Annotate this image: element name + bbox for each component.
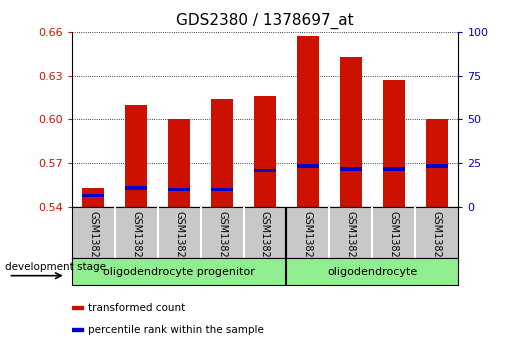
Bar bbox=[383, 167, 405, 171]
Bar bbox=[383, 80, 405, 207]
Bar bbox=[254, 96, 276, 207]
Text: oligodendrocyte: oligodendrocyte bbox=[328, 267, 418, 277]
Bar bbox=[82, 188, 104, 207]
Bar bbox=[82, 194, 104, 197]
Bar bbox=[254, 169, 276, 172]
Title: GDS2380 / 1378697_at: GDS2380 / 1378697_at bbox=[176, 13, 354, 29]
Text: transformed count: transformed count bbox=[87, 303, 185, 313]
Text: percentile rank within the sample: percentile rank within the sample bbox=[87, 325, 263, 335]
Bar bbox=[211, 99, 233, 207]
Text: GSM138285: GSM138285 bbox=[303, 211, 313, 270]
Text: GSM138282: GSM138282 bbox=[174, 211, 184, 270]
Bar bbox=[169, 188, 190, 192]
Bar bbox=[211, 188, 233, 192]
Text: GSM138286: GSM138286 bbox=[346, 211, 356, 270]
Text: GSM138288: GSM138288 bbox=[432, 211, 442, 270]
Bar bbox=[426, 120, 448, 207]
Text: GSM138283: GSM138283 bbox=[217, 211, 227, 270]
Text: GSM138281: GSM138281 bbox=[131, 211, 141, 270]
Bar bbox=[72, 306, 83, 309]
Text: GSM138287: GSM138287 bbox=[389, 211, 399, 270]
Bar bbox=[125, 186, 147, 190]
Bar bbox=[125, 105, 147, 207]
Text: development stage: development stage bbox=[5, 262, 107, 272]
Bar bbox=[297, 164, 319, 168]
Bar bbox=[72, 328, 83, 331]
Text: oligodendrocyte progenitor: oligodendrocyte progenitor bbox=[103, 267, 255, 277]
Bar bbox=[297, 36, 319, 207]
Bar bbox=[340, 167, 361, 171]
Bar bbox=[340, 57, 361, 207]
Text: GSM138284: GSM138284 bbox=[260, 211, 270, 270]
Bar bbox=[426, 164, 448, 168]
Text: GSM138280: GSM138280 bbox=[88, 211, 98, 270]
Bar bbox=[169, 120, 190, 207]
